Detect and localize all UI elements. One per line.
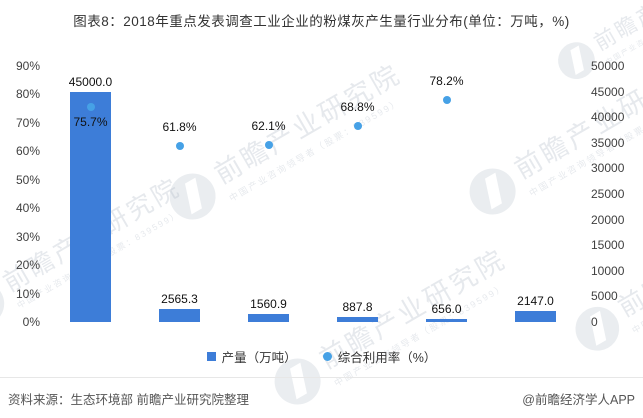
legend-item-utilization: 综合利用率（%） [322, 347, 437, 366]
bar-value-label: 656.0 [431, 301, 462, 316]
watermark-logo-icon [161, 165, 225, 228]
y-axis-tick-left: 40% [15, 201, 40, 216]
chart-title: 图表8：2018年重点发表调查工业企业的粉煤灰产生量行业分布(单位：万吨，%) [73, 14, 570, 29]
scatter-point [86, 102, 95, 111]
legend-label-output: 产量（万吨） [221, 351, 297, 365]
scatter-point [175, 142, 184, 151]
bar-value-label: 45000.0 [68, 74, 113, 89]
y-axis-tick-right: 20000 [591, 212, 625, 227]
y-axis-tick-left: 0% [22, 315, 40, 329]
bar [515, 311, 556, 322]
y-axis-tick-left: 30% [15, 229, 40, 244]
brand-watermark: 前瞻产业研究院中国产业咨询领导者（股票：839599） [159, 53, 415, 232]
scatter-point [442, 95, 451, 104]
y-axis-tick-left: 90% [15, 59, 40, 73]
bar-value-label: 2565.3 [161, 291, 198, 306]
y-axis-tick-right: 15000 [591, 238, 625, 253]
bar-value-label: 1560.9 [250, 297, 287, 311]
bar [70, 91, 111, 322]
watermark-logo-icon [461, 160, 525, 223]
y-axis-tick-left: 70% [15, 115, 40, 130]
y-axis-tick-right: 35000 [591, 135, 625, 150]
legend-label-utilization: 综合利用率（%） [337, 351, 437, 365]
legend-item-output: 产量（万吨） [206, 347, 297, 366]
y-axis-tick-right: 45000 [591, 84, 625, 99]
y-axis-tick-right: 0 [591, 315, 598, 329]
source-text: 资料来源：生态环境部 前瞻产业研究院整理 [8, 392, 249, 407]
dot-value-label: 62.1% [251, 119, 286, 134]
bar [248, 314, 289, 322]
bar [337, 317, 378, 322]
y-axis-tick-right: 10000 [591, 263, 625, 278]
dot-value-label: 75.7% [73, 114, 108, 129]
scatter-point [264, 141, 273, 150]
bar [426, 318, 467, 322]
legend: 产量（万吨） 综合利用率（%） [0, 347, 643, 366]
y-axis-tick-left: 50% [15, 172, 40, 187]
scatter-series-marker-icon [322, 352, 332, 361]
bar-value-label: 887.8 [342, 300, 373, 315]
bar [159, 308, 200, 322]
y-axis-tick-right: 30000 [591, 161, 625, 176]
dot-value-label: 68.8% [340, 100, 375, 115]
bar-series-marker-icon [206, 352, 216, 361]
y-axis-tick-right: 5000 [591, 289, 618, 304]
credit-text: @前瞻经济学人APP [522, 392, 635, 407]
scatter-point [353, 122, 362, 131]
y-axis-tick-right: 50000 [591, 59, 625, 73]
bar-value-label: 2147.0 [517, 294, 554, 308]
y-axis-tick-left: 20% [15, 258, 40, 273]
dot-value-label: 61.8% [162, 120, 197, 135]
footer: 资料来源：生态环境部 前瞻产业研究院整理 @前瞻经济学人APP [0, 377, 643, 418]
y-axis-tick-left: 80% [15, 87, 40, 102]
y-axis-tick-right: 25000 [591, 187, 625, 201]
y-axis-tick-left: 10% [15, 286, 40, 301]
y-axis-tick-left: 60% [15, 144, 40, 159]
dot-value-label: 78.2% [429, 73, 464, 88]
y-axis-tick-right: 40000 [591, 110, 625, 125]
